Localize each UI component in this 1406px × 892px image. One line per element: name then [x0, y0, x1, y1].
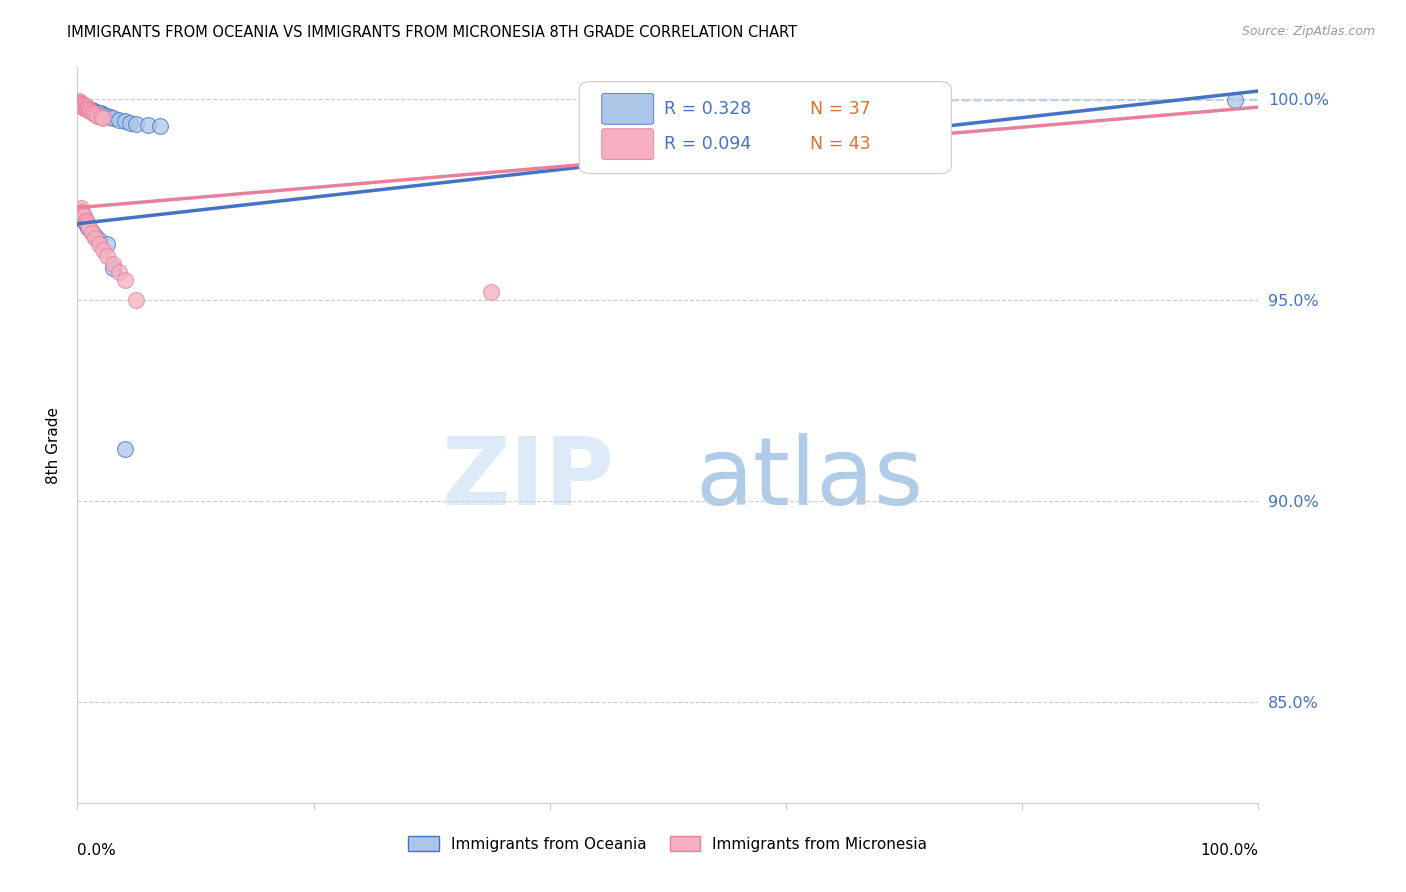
Point — [80, 226, 103, 240]
Point — [73, 101, 96, 115]
Point — [80, 104, 103, 119]
Point — [1223, 93, 1246, 107]
Point — [69, 96, 91, 111]
Point — [77, 103, 100, 118]
Point — [72, 212, 94, 227]
Point — [70, 204, 93, 219]
Text: R = 0.094: R = 0.094 — [664, 136, 752, 153]
Point — [75, 102, 97, 116]
Text: 8th Grade: 8th Grade — [46, 408, 60, 484]
Point — [77, 220, 100, 235]
Point — [75, 212, 97, 227]
Point — [77, 102, 100, 116]
Text: N = 37: N = 37 — [810, 100, 870, 118]
Point — [91, 243, 114, 257]
Point — [80, 225, 103, 239]
FancyBboxPatch shape — [579, 81, 952, 174]
Point — [73, 98, 96, 112]
Point — [75, 99, 97, 113]
Point — [70, 98, 93, 112]
Text: 100.0%: 100.0% — [1201, 843, 1258, 858]
Point — [75, 217, 97, 231]
Point — [479, 285, 502, 299]
Text: 0.0%: 0.0% — [77, 843, 117, 858]
Point — [73, 209, 96, 223]
Point — [67, 96, 90, 111]
Point — [87, 106, 110, 120]
Point — [72, 100, 94, 114]
Point — [72, 99, 94, 113]
Point — [70, 98, 93, 112]
Point — [96, 249, 118, 263]
Point — [114, 273, 136, 287]
Point — [76, 100, 98, 114]
Text: N = 43: N = 43 — [810, 136, 870, 153]
Point — [114, 442, 136, 456]
Point — [91, 108, 114, 122]
Point — [125, 293, 148, 307]
Point — [84, 104, 107, 119]
Text: Source: ZipAtlas.com: Source: ZipAtlas.com — [1241, 25, 1375, 38]
Point — [77, 218, 100, 232]
Point — [77, 220, 100, 235]
Point — [893, 93, 915, 107]
Point — [70, 201, 93, 215]
Point — [84, 107, 107, 121]
Point — [91, 112, 114, 126]
Point — [77, 102, 100, 116]
Point — [101, 112, 124, 126]
Point — [149, 120, 172, 134]
Legend: Immigrants from Oceania, Immigrants from Micronesia: Immigrants from Oceania, Immigrants from… — [402, 830, 934, 858]
Point — [125, 117, 148, 131]
Point — [90, 106, 112, 120]
Point — [107, 265, 129, 279]
Point — [70, 96, 93, 111]
Point — [107, 113, 129, 128]
Point — [87, 233, 110, 247]
Point — [70, 99, 93, 113]
Point — [69, 98, 91, 112]
Point — [83, 104, 105, 119]
Point — [75, 100, 97, 114]
Point — [90, 110, 112, 124]
Point — [84, 231, 107, 245]
Point — [70, 96, 93, 111]
Point — [114, 114, 136, 128]
Text: atlas: atlas — [696, 433, 924, 525]
FancyBboxPatch shape — [602, 128, 654, 160]
Point — [67, 94, 90, 108]
Point — [80, 103, 103, 118]
Point — [70, 204, 93, 219]
Point — [77, 102, 100, 116]
Point — [76, 215, 98, 229]
FancyBboxPatch shape — [602, 94, 654, 124]
Point — [72, 207, 94, 221]
Point — [100, 110, 122, 124]
Point — [73, 100, 96, 114]
Point — [136, 118, 159, 132]
Point — [69, 96, 91, 111]
Point — [76, 102, 98, 116]
Text: IMMIGRANTS FROM OCEANIA VS IMMIGRANTS FROM MICRONESIA 8TH GRADE CORRELATION CHAR: IMMIGRANTS FROM OCEANIA VS IMMIGRANTS FR… — [67, 25, 797, 40]
Point — [82, 106, 104, 120]
Text: ZIP: ZIP — [441, 433, 614, 525]
Point — [76, 101, 98, 115]
Point — [86, 109, 108, 123]
Point — [120, 116, 142, 130]
Text: R = 0.328: R = 0.328 — [664, 100, 752, 118]
Point — [96, 109, 118, 123]
Point — [67, 96, 90, 111]
Point — [101, 260, 124, 275]
Point — [79, 104, 101, 119]
Point — [101, 257, 124, 271]
Point — [72, 98, 94, 112]
Point — [87, 236, 110, 251]
Point — [84, 228, 107, 243]
Point — [70, 98, 93, 112]
Point — [96, 236, 118, 251]
